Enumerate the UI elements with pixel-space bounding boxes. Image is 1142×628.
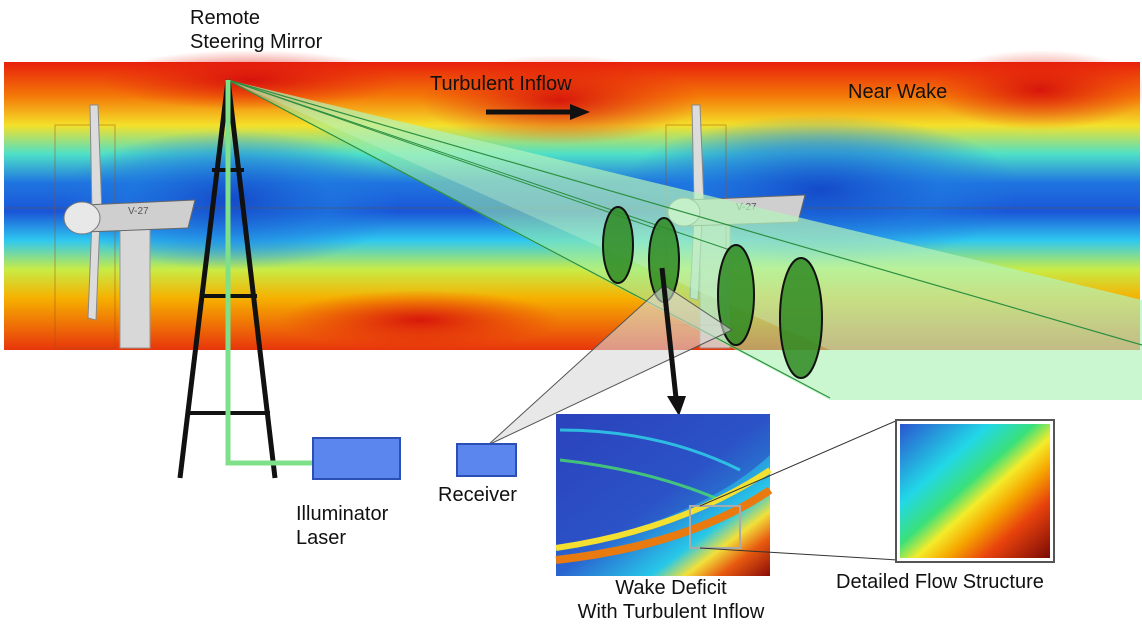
arrow-down-icon xyxy=(659,267,686,416)
wind-turbine-icon xyxy=(54,104,196,349)
measurement-volumes xyxy=(602,206,823,379)
illuminator-label: Illuminator Laser xyxy=(296,503,389,549)
near-wake-label: Near Wake xyxy=(848,81,948,103)
turbulent-inflow-label: Turbulent Inflow xyxy=(430,73,572,95)
turbine-tag-left: V-27 xyxy=(128,206,149,217)
lidar-beam-fan xyxy=(227,79,1142,400)
remote-mirror-label: Remote Steering Mirror xyxy=(190,7,323,53)
receiver-projection xyxy=(487,284,734,446)
wake-deficit-panel xyxy=(555,414,899,576)
detailed-flow-caption: Detailed Flow Structure xyxy=(836,571,1044,593)
receiver-box xyxy=(456,443,517,477)
arrow-right-icon xyxy=(486,104,590,120)
lidar-tower-icon xyxy=(177,79,313,479)
receiver-label: Receiver xyxy=(438,484,517,506)
wake-deficit-caption: Wake Deficit With Turbulent Inflow xyxy=(577,577,765,623)
illuminator-laser-box xyxy=(312,437,401,480)
detailed-flow-panel xyxy=(895,419,1055,563)
